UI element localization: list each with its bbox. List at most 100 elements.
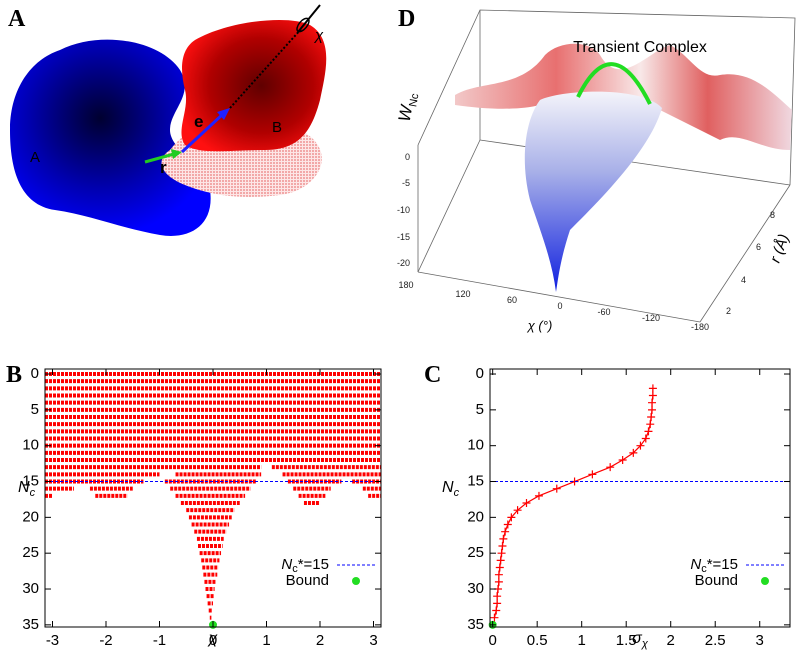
x-tick-label: 2 <box>316 632 324 649</box>
y-label-sub: c <box>454 487 460 499</box>
x-tick-label: 0.5 <box>527 632 548 649</box>
marker <box>507 513 516 522</box>
legend-label-main: N <box>281 556 292 573</box>
x-tick-label: 60 <box>507 295 517 305</box>
x-label-main: χ <box>207 630 218 647</box>
y-tick-label: 30 <box>22 580 39 597</box>
y-tick-label: 10 <box>467 437 484 454</box>
x-tick-label: 2 <box>667 632 675 649</box>
x-tick-label: 0 <box>488 632 496 649</box>
panel-letter: C <box>424 362 441 388</box>
label-b: B <box>272 119 282 136</box>
marker <box>588 470 597 479</box>
marker <box>496 556 505 565</box>
surface-funnel <box>524 91 662 292</box>
legend-label: Nc*=15 <box>690 556 738 575</box>
y-tick-label: 0 <box>476 365 484 382</box>
y-tick-label: 5 <box>31 401 39 418</box>
x-tick-label: -2 <box>99 632 112 649</box>
y-tick-label: 25 <box>467 544 484 561</box>
box-edge <box>417 9 796 186</box>
y-tick-label: 5 <box>476 401 484 418</box>
y-label: Nc <box>18 479 36 499</box>
x-tick-label: 3 <box>756 632 764 649</box>
panel-letter: D <box>398 6 415 32</box>
rotation-ring <box>296 17 310 33</box>
y-label: Nc <box>442 479 460 499</box>
y-tick-label: 25 <box>22 544 39 561</box>
x-tick-label: -3 <box>46 632 59 649</box>
legend-label: Bound <box>286 572 329 589</box>
r-tick-label: 6 <box>756 242 761 252</box>
marker <box>490 613 499 622</box>
molecule-a <box>10 39 211 236</box>
x-label: χ <box>207 630 218 647</box>
z-tick-label: 0 <box>405 152 410 162</box>
plot-frame <box>489 368 791 628</box>
axis-line <box>297 4 321 33</box>
panel-a: A A B r e χ <box>8 4 327 236</box>
panel-d: D Transient Complex WNc 0 -5 -10 -15 -20… <box>395 6 796 333</box>
y-tick-label: 20 <box>467 508 484 525</box>
z-label-sub: Nc <box>407 92 421 108</box>
legend-swatch <box>352 577 360 585</box>
marker <box>629 448 638 457</box>
x-tick-label: 1.5 <box>616 632 637 649</box>
marker <box>641 434 650 443</box>
x-tick-label: 1 <box>578 632 586 649</box>
marker <box>644 427 653 436</box>
marker <box>534 491 543 500</box>
plot-frame <box>44 368 382 628</box>
marker <box>494 570 503 579</box>
z-label: WNc <box>395 90 422 123</box>
x-label-sub: χ <box>641 638 649 650</box>
marker <box>647 413 656 422</box>
z-label-main: W <box>395 102 417 123</box>
marker <box>636 441 645 450</box>
axis-dotted <box>229 27 303 109</box>
marker <box>494 577 503 586</box>
marker <box>498 542 507 551</box>
z-tick-label: -10 <box>397 205 410 215</box>
marker <box>648 384 657 393</box>
r-label: r (Å) <box>767 232 793 265</box>
x-tick-label: 180 <box>398 280 413 290</box>
y-tick-label: 15 <box>22 472 39 489</box>
marker <box>495 563 504 572</box>
r-tick-label: 8 <box>770 210 775 220</box>
x-label-main: σ <box>632 630 643 647</box>
marker <box>648 398 657 407</box>
arrow-head <box>217 108 230 120</box>
transient-arc <box>576 62 652 105</box>
transient-label: Transient Complex <box>573 39 707 56</box>
label-chi: χ <box>313 27 324 44</box>
x-tick-label: -180 <box>691 322 709 332</box>
marker <box>618 456 627 465</box>
x-tick-label: -1 <box>153 632 166 649</box>
r-tick-label: 4 <box>741 275 746 285</box>
legend-label-rest: *=15 <box>707 556 738 573</box>
z-tick-label: -15 <box>397 232 410 242</box>
legend-label-main: N <box>690 556 701 573</box>
y-tick-label: 20 <box>22 508 39 525</box>
legend-label: Nc*=15 <box>281 556 329 575</box>
y-tick-label: 0 <box>31 365 39 382</box>
marker <box>503 520 512 529</box>
r-tick-label: 2 <box>726 306 731 316</box>
line <box>493 388 654 618</box>
label-r: r <box>160 158 167 177</box>
marker <box>522 499 531 508</box>
marker <box>552 484 561 493</box>
x-tick-label: -120 <box>642 313 660 323</box>
legend-label: Bound <box>695 572 738 589</box>
x-tick-label: -60 <box>597 307 610 317</box>
marker <box>648 405 657 414</box>
x-label: σχ <box>632 630 649 650</box>
marker <box>499 534 508 543</box>
x-tick-label: 3 <box>369 632 377 649</box>
y-tick-label: 15 <box>467 472 484 489</box>
box-edge <box>417 139 481 273</box>
marker <box>501 527 510 536</box>
